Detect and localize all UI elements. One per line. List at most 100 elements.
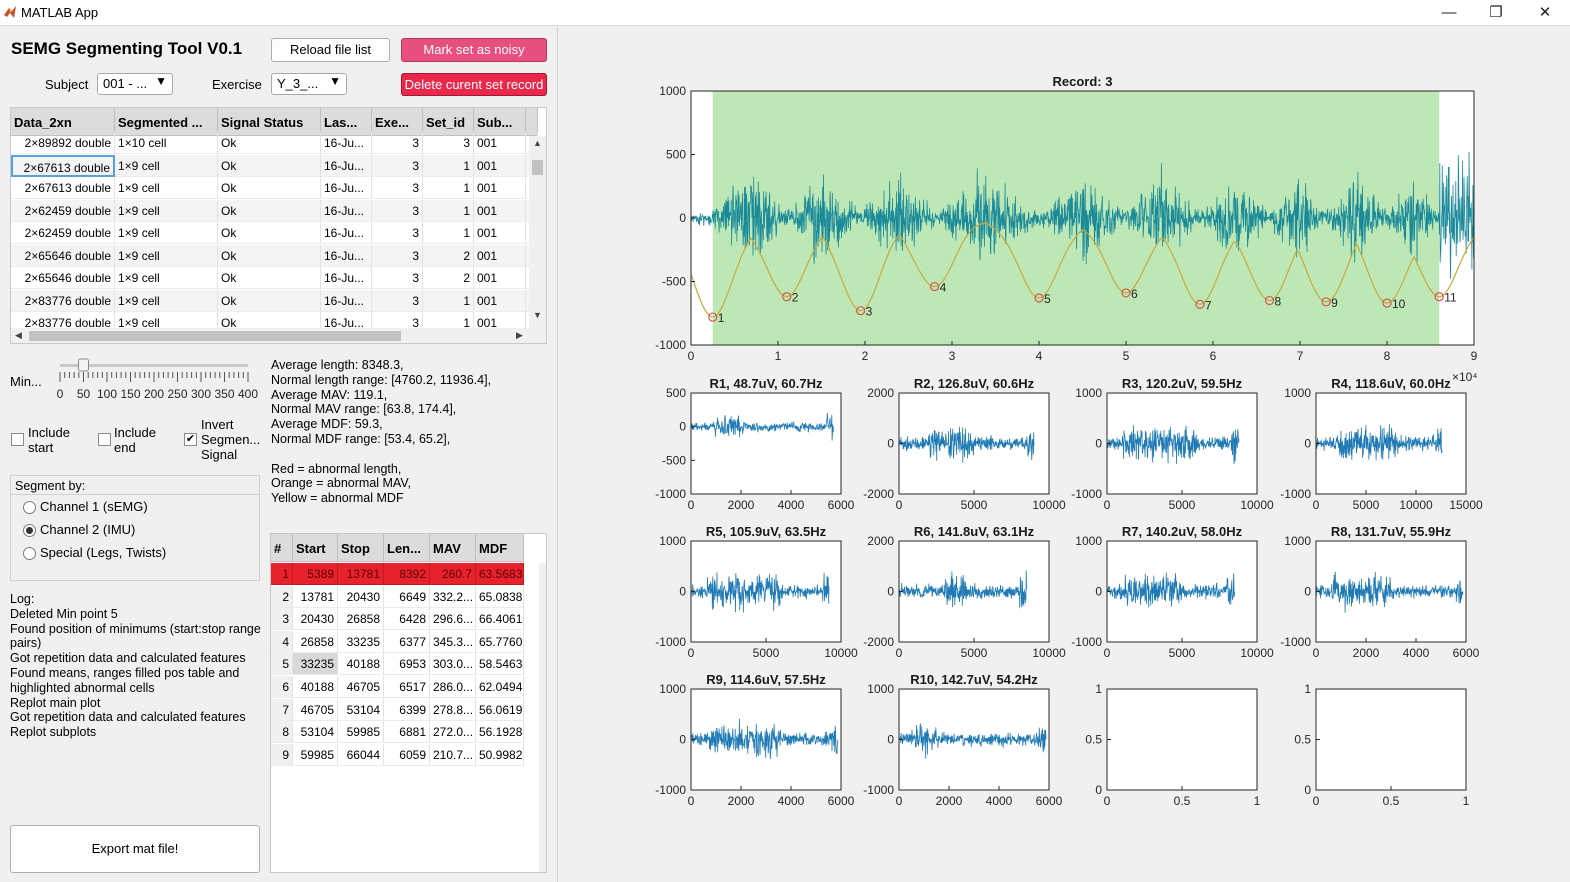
scroll-down-icon[interactable]: ▼ (533, 310, 542, 320)
segments-cell[interactable]: 7 (271, 698, 293, 721)
minimum-marker[interactable] (1264, 295, 1275, 306)
segments-header-2[interactable]: Stop (338, 534, 384, 562)
segments-cell[interactable]: 303.0... (430, 653, 476, 676)
segments-cell[interactable]: 6399 (384, 698, 430, 721)
segments-cell[interactable]: 8 (271, 721, 293, 744)
segments-cell[interactable]: 65.7760 (476, 630, 524, 653)
segments-cell[interactable]: 5 (271, 653, 293, 676)
scroll-right-icon[interactable]: ▶ (516, 330, 523, 340)
close-icon[interactable]: ✕ (1538, 4, 1552, 21)
data-table-cell[interactable]: 16-Ju... (321, 199, 372, 222)
data-table-cell[interactable]: Ok (218, 222, 321, 244)
minimum-marker[interactable] (930, 281, 940, 292)
segments-header-5[interactable]: MDF (476, 534, 524, 562)
data-table-header-0[interactable]: Data_2xn (11, 108, 115, 136)
data-table-cell[interactable]: 1 (423, 199, 474, 222)
subplot-1[interactable]: R1, 48.7uV, 60.7Hz 0 2000 4000 6000 500 0 -500 -… (631, 371, 871, 522)
segments-cell[interactable]: 26858 (338, 608, 384, 631)
data-table-cell[interactable]: 1×9 cell (115, 199, 218, 222)
data-table-cell[interactable]: 3 (372, 244, 423, 267)
data-table-hscroll-thumb[interactable] (29, 331, 401, 341)
segments-cell[interactable]: 20430 (293, 608, 338, 631)
data-table-cell[interactable]: 2×67613 double (11, 177, 115, 199)
data-table-cell[interactable]: 2×65646 double (11, 244, 115, 267)
data-table-cell[interactable]: 1×9 cell (115, 244, 218, 267)
data-table-cell[interactable]: 001 (474, 177, 526, 199)
segments-cell[interactable]: 65.0838 (476, 585, 524, 608)
data-table-cell[interactable]: Ok (218, 267, 321, 289)
segments-cell[interactable]: 286.0... (430, 676, 476, 698)
data-table-cell[interactable]: Ok (218, 154, 321, 177)
segments-cell[interactable]: 26858 (293, 630, 338, 653)
data-table-header-6[interactable]: Sub... (474, 108, 526, 136)
radio-special[interactable] (23, 547, 36, 560)
segments-cell[interactable]: 33235 (338, 630, 384, 653)
data-table-cell[interactable]: 1×9 cell (115, 177, 218, 199)
segments-cell[interactable]: 6 (271, 676, 293, 698)
segments-cell[interactable]: 6517 (384, 676, 430, 698)
data-table-cell[interactable]: 3 (423, 132, 474, 154)
scroll-left-icon[interactable]: ◀ (15, 330, 22, 340)
exercise-dropdown[interactable]: Y_3_... ▼ (271, 73, 347, 95)
segments-cell[interactable]: 5389 (293, 563, 338, 585)
segments-cell[interactable]: 3 (271, 608, 293, 631)
segments-cell[interactable]: 6059 (384, 743, 430, 766)
delete-record-button[interactable]: Delete curent set record (401, 73, 547, 96)
data-table-cell[interactable]: 001 (474, 154, 526, 177)
minimum-marker[interactable] (1195, 299, 1205, 309)
segments-cell[interactable]: 278.8... (430, 698, 476, 721)
segments-cell[interactable]: 13781 (338, 563, 384, 585)
data-table-cell[interactable]: 2×89892 double (11, 132, 115, 154)
segments-cell[interactable]: 13781 (293, 585, 338, 608)
segments-cell[interactable]: 4 (271, 630, 293, 653)
segments-header-0[interactable]: # (271, 534, 293, 562)
data-table-cell[interactable]: 16-Ju... (321, 244, 372, 267)
data-table-cell[interactable]: 3 (372, 199, 423, 222)
restore-icon[interactable]: ❐ (1489, 4, 1503, 21)
export-mat-file-button[interactable]: Export mat file! (10, 825, 260, 873)
minimize-icon[interactable]: — (1441, 4, 1457, 21)
data-table-cell[interactable]: 1 (423, 289, 474, 312)
segments-cell[interactable]: 46705 (338, 676, 384, 698)
segments-cell[interactable]: 58.5463 (476, 653, 524, 676)
data-table-cell[interactable]: 001 (474, 222, 526, 244)
data-table-cell[interactable]: Ok (218, 244, 321, 267)
data-table-cell[interactable]: 3 (372, 177, 423, 199)
data-table-cell[interactable]: Ok (218, 199, 321, 222)
include-start-checkbox[interactable] (11, 433, 24, 446)
segments-cell[interactable]: 6953 (384, 653, 430, 676)
segments-cell[interactable]: 56.1928 (476, 721, 524, 744)
segments-header-3[interactable]: Len... (384, 534, 430, 562)
radio-channel-1[interactable] (23, 501, 36, 514)
minimum-marker[interactable] (1121, 288, 1131, 298)
data-table-cell[interactable]: 16-Ju... (321, 222, 372, 244)
data-table-cell[interactable]: 2×67613 double (11, 154, 115, 177)
slider-thumb[interactable] (78, 358, 89, 372)
data-table-cell[interactable]: 1×9 cell (115, 289, 218, 312)
subplot-12[interactable]: 0 0.5 1 1 0.5 0 (1256, 667, 1496, 818)
minimum-marker[interactable] (1434, 292, 1444, 302)
data-table-cell[interactable]: 16-Ju... (321, 154, 372, 177)
data-table-cell[interactable]: 001 (474, 267, 526, 289)
data-table-cell[interactable]: 3 (372, 222, 423, 244)
mark-noisy-button[interactable]: Mark set as noisy (401, 38, 547, 62)
data-table-header-1[interactable]: Segmented ... (115, 108, 218, 136)
segments-cell[interactable]: 50.9982 (476, 743, 524, 766)
subject-dropdown[interactable]: 001 - ... ▼ (97, 73, 173, 95)
data-table[interactable]: Data_2xn Segmented ... Signal Status Las...… (10, 107, 547, 344)
data-table-cell[interactable]: 3 (372, 154, 423, 177)
segments-cell[interactable]: 59985 (338, 721, 384, 744)
segments-cell[interactable]: 6649 (384, 585, 430, 608)
segments-cell[interactable]: 53104 (338, 698, 384, 721)
slider-track[interactable] (60, 364, 248, 367)
data-table-cell[interactable]: Ok (218, 289, 321, 312)
scroll-up-icon[interactable]: ▲ (533, 138, 542, 148)
data-table-cell[interactable]: 001 (474, 199, 526, 222)
minimum-marker[interactable] (708, 312, 718, 322)
data-table-cell[interactable]: 1×9 cell (115, 222, 218, 244)
